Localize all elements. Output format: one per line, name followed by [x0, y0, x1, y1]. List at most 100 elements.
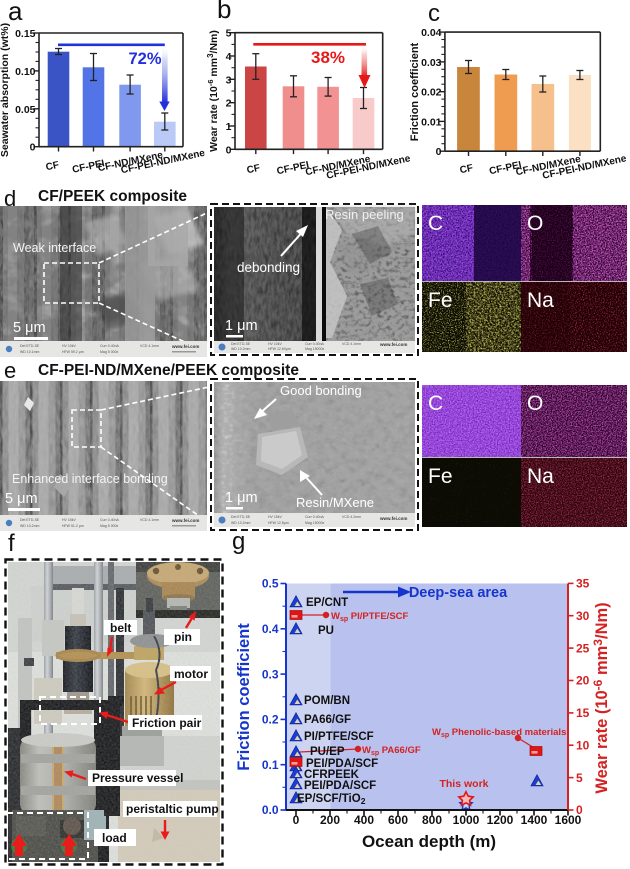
- svg-text:load: load: [102, 831, 127, 845]
- svg-text:0.5: 0.5: [262, 577, 279, 591]
- svg-text:Det ETD-SE: Det ETD-SE: [20, 518, 40, 522]
- svg-text:This work: This work: [439, 778, 488, 790]
- svg-text:motor: motor: [174, 667, 208, 681]
- svg-text:1: 1: [226, 121, 232, 133]
- svg-text:Na: Na: [527, 289, 554, 312]
- svg-text:debonding: debonding: [237, 260, 300, 275]
- svg-text:EP/CNT: EP/CNT: [306, 597, 348, 609]
- svg-text:Mag 15000x: Mag 15000x: [305, 347, 325, 351]
- svg-text:WD 10.1mm: WD 10.1mm: [20, 350, 40, 354]
- svg-text:0: 0: [576, 803, 583, 817]
- svg-text:CF: CF: [45, 160, 60, 174]
- svg-text:Curr 0.40nA: Curr 0.40nA: [305, 342, 325, 346]
- svg-text:0.04: 0.04: [421, 27, 442, 39]
- svg-text:5 μm: 5 μm: [13, 320, 46, 336]
- svg-text:VCD 4.1mm: VCD 4.1mm: [342, 342, 361, 346]
- svg-text:Wear rate (10-6 mm3/Nm): Wear rate (10-6 mm3/Nm): [206, 30, 220, 152]
- svg-text:VCD 4.2mm: VCD 4.2mm: [342, 515, 361, 519]
- svg-text:1600: 1600: [555, 813, 582, 827]
- svg-text:Resin peeling: Resin peeling: [325, 207, 404, 222]
- svg-text:0.05: 0.05: [15, 104, 36, 116]
- svg-text:Friction coefficient: Friction coefficient: [235, 623, 253, 771]
- svg-text:0.10: 0.10: [15, 66, 36, 78]
- svg-text:Resin/MXene: Resin/MXene: [296, 495, 374, 510]
- svg-text:Enhanced interface bonding: Enhanced interface bonding: [12, 472, 168, 486]
- svg-text:Weak interface: Weak interface: [13, 241, 96, 255]
- svg-text:Mag 5 000x: Mag 5 000x: [100, 524, 119, 528]
- svg-text:0: 0: [30, 142, 36, 154]
- svg-text:PEI/PDA/SCF: PEI/PDA/SCF: [306, 758, 378, 770]
- svg-text:Wsp PI/PTFE/SCF: Wsp PI/PTFE/SCF: [331, 611, 409, 623]
- svg-text:800: 800: [422, 813, 442, 827]
- svg-text:HV 10kV: HV 10kV: [268, 342, 282, 346]
- svg-text:30: 30: [576, 609, 590, 623]
- svg-text:O: O: [527, 392, 543, 415]
- svg-text:HFW 51.2 μm: HFW 51.2 μm: [62, 524, 84, 528]
- svg-text:0.0: 0.0: [262, 803, 279, 817]
- svg-text:Deep-sea area: Deep-sea area: [409, 585, 508, 601]
- svg-text:CF-PEI-ND/MXene: CF-PEI-ND/MXene: [120, 148, 206, 177]
- svg-text:PEI/PDA/SCF: PEI/PDA/SCF: [304, 780, 376, 792]
- svg-text:Pressure vessel: Pressure vessel: [92, 771, 183, 785]
- svg-text:CFRPEEK: CFRPEEK: [304, 769, 360, 781]
- svg-text:3: 3: [226, 74, 232, 86]
- svg-text:Curr 0.40nA: Curr 0.40nA: [305, 515, 325, 519]
- svg-text:1200: 1200: [487, 813, 514, 827]
- svg-text:0: 0: [293, 813, 300, 827]
- svg-text:5: 5: [226, 28, 232, 40]
- svg-text:400: 400: [354, 813, 374, 827]
- svg-text:200: 200: [320, 813, 340, 827]
- svg-text:0.15: 0.15: [15, 28, 36, 40]
- svg-text:0.2: 0.2: [262, 713, 279, 727]
- svg-text:www.fei.com: www.fei.com: [379, 342, 407, 347]
- svg-text:0.3: 0.3: [262, 667, 279, 681]
- svg-text:VCD 4.1mm: VCD 4.1mm: [140, 344, 159, 348]
- svg-text:15: 15: [576, 706, 590, 720]
- svg-text:WD 10.2mm: WD 10.2mm: [20, 524, 40, 528]
- svg-text:peristaltic pump: peristaltic pump: [126, 802, 219, 816]
- svg-text:1400: 1400: [521, 813, 548, 827]
- svg-text:Friction coefficient: Friction coefficient: [409, 42, 421, 141]
- svg-text:PU: PU: [318, 625, 334, 637]
- svg-text:Mag 5 000x: Mag 5 000x: [100, 350, 119, 354]
- svg-text:10: 10: [576, 738, 590, 752]
- svg-text:Wear rate (10-6 mm3/Nm): Wear rate (10-6 mm3/Nm): [591, 602, 611, 793]
- svg-text:35: 35: [576, 577, 590, 591]
- svg-text:www.fei.com: www.fei.com: [171, 518, 199, 523]
- svg-text:600: 600: [388, 813, 408, 827]
- svg-text:Mag 15000x: Mag 15000x: [305, 521, 325, 525]
- svg-text:4: 4: [226, 51, 232, 63]
- svg-text:1 μm: 1 μm: [225, 318, 258, 334]
- svg-text:PI/PTFE/SCF: PI/PTFE/SCF: [304, 731, 374, 743]
- svg-text:Good bonding: Good bonding: [280, 383, 362, 398]
- svg-text:1 μm: 1 μm: [225, 490, 258, 506]
- svg-text:Curr 0.40nA: Curr 0.40nA: [100, 518, 120, 522]
- svg-text:Na: Na: [527, 465, 554, 488]
- svg-text:pin: pin: [174, 630, 192, 644]
- svg-text:Det ETD-SE: Det ETD-SE: [231, 342, 251, 346]
- svg-text:25: 25: [576, 641, 590, 655]
- svg-text:HFW 12.69μm: HFW 12.69μm: [268, 347, 291, 351]
- svg-text:20: 20: [576, 674, 590, 688]
- svg-text:0.4: 0.4: [262, 622, 279, 636]
- svg-text:0: 0: [226, 144, 232, 156]
- svg-text:Curr 0.40nA: Curr 0.40nA: [100, 344, 120, 348]
- svg-text:0.01: 0.01: [421, 116, 442, 128]
- svg-text:www.fei.com: www.fei.com: [171, 344, 199, 349]
- svg-text:HFW 59.2 μm: HFW 59.2 μm: [62, 350, 84, 354]
- svg-text:72%: 72%: [128, 50, 161, 68]
- svg-text:0.02: 0.02: [421, 87, 442, 99]
- svg-text:HV 15kV: HV 15kV: [62, 518, 76, 522]
- svg-text:38%: 38%: [311, 48, 345, 67]
- svg-text:Friction pair: Friction pair: [132, 716, 202, 730]
- svg-text:0.03: 0.03: [421, 57, 442, 69]
- svg-text:5: 5: [576, 771, 583, 785]
- svg-text:Fe: Fe: [428, 289, 453, 312]
- svg-text:HV 10kV: HV 10kV: [62, 344, 76, 348]
- svg-text:Seawater absorption (wt%): Seawater absorption (wt%): [0, 23, 11, 157]
- svg-text:EP/SCF/TiO2: EP/SCF/TiO2: [297, 793, 366, 806]
- svg-text:0.1: 0.1: [262, 758, 279, 772]
- svg-text:WD 10.2mm: WD 10.2mm: [231, 347, 251, 351]
- svg-text:Det ETD-SE: Det ETD-SE: [231, 515, 251, 519]
- svg-text:Det ETD-SE: Det ETD-SE: [20, 344, 40, 348]
